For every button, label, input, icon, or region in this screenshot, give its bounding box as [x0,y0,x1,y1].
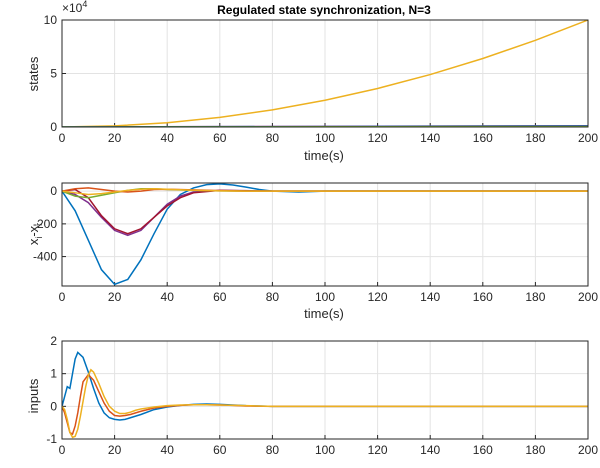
axes-box [61,182,589,287]
x-tick-label: 200 [578,290,598,304]
x-tick-label: 200 [578,131,598,145]
plot-title: Regulated state synchronization, N=3 [217,3,431,17]
x-tick-label: 0 [59,131,66,145]
y-tick-label: -200 [33,217,57,231]
x-tick-label: 80 [266,290,280,304]
x-tick-label: 200 [578,443,598,457]
series-line [62,368,588,439]
series-line [62,187,588,196]
x-tick-label: 160 [473,443,493,457]
y-exponent-label: ×104 [62,0,87,15]
y-tick-label: 2 [50,334,57,348]
y-tick-label: 0 [50,399,57,413]
x-tick-label: 40 [161,443,175,457]
y-tick-label: -400 [33,250,57,264]
series-line [62,20,588,127]
x-tick-label: 120 [368,131,388,145]
x-tick-label: 40 [161,290,175,304]
x-tick-label: 140 [420,290,440,304]
axes-box [61,340,589,440]
x-tick-label: 20 [108,443,122,457]
y-tick-label: -1 [46,432,57,446]
x-tick-label: 20 [108,290,122,304]
y-tick-label: 0 [50,120,57,134]
x-axis-label-time: time(s) [304,148,344,163]
x-tick-label: 60 [213,290,227,304]
x-tick-label: 180 [525,131,545,145]
x-tick-label: 80 [266,443,280,457]
x-tick-label: 140 [420,443,440,457]
state-error-plot: xi-xr time(s) 0 20 40 60 80 100 120 140 160 180 20… [26,182,598,321]
states-plot: Regulated state synchronization, N=3 ×10… [26,0,598,163]
y-tick-label: 5 [50,67,57,81]
y-axis-label-inputs: inputs [26,378,41,413]
x-tick-label: 0 [59,290,66,304]
x-tick-label: 60 [213,443,227,457]
x-tick-label: 120 [368,443,388,457]
x-tick-label: 120 [368,290,388,304]
x-tick-label: 60 [213,131,227,145]
x-tick-label: 180 [525,290,545,304]
x-tick-label: 0 [59,443,66,457]
y-tick-label: 1 [50,367,57,381]
x-tick-label: 160 [473,131,493,145]
x-tick-label: 40 [161,131,175,145]
y-tick-label: 10 [44,13,58,27]
x-tick-label: 100 [315,131,335,145]
x-tick-label: 80 [266,131,280,145]
x-tick-label: 100 [315,443,335,457]
x-axis-label-time: time(s) [304,306,344,321]
x-tick-label: 100 [315,290,335,304]
axes-box [61,19,589,128]
x-tick-label: 180 [525,443,545,457]
y-tick-label: 0 [50,184,57,198]
y-axis-label-states: states [26,56,41,91]
x-tick-label: 160 [473,290,493,304]
x-tick-label: 20 [108,131,122,145]
x-tick-label: 140 [420,131,440,145]
y-axis-label-error: xi-xr [26,223,44,245]
